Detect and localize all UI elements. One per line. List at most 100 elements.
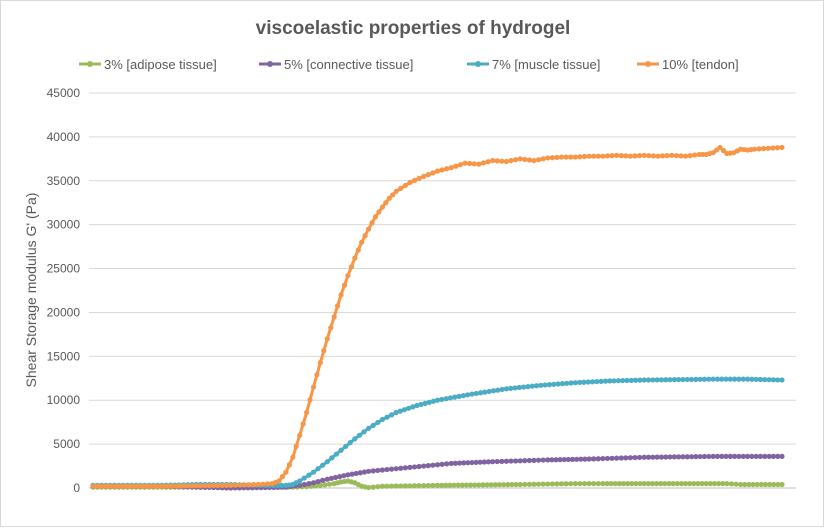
data-point — [349, 471, 355, 477]
data-point — [637, 454, 643, 461]
data-point — [133, 483, 139, 489]
data-point — [471, 161, 477, 167]
data-point — [306, 472, 312, 478]
data-point — [549, 481, 555, 487]
data-point — [386, 195, 392, 201]
data-point — [753, 453, 759, 459]
data-point — [301, 475, 307, 481]
data-point — [516, 384, 522, 391]
data-point — [615, 378, 621, 384]
data-point — [762, 453, 768, 459]
data-point — [723, 453, 729, 459]
data-point — [496, 482, 503, 488]
data-point — [384, 414, 390, 420]
data-point — [94, 483, 100, 489]
data-point — [331, 314, 337, 320]
data-point — [629, 481, 635, 487]
data-point — [353, 470, 359, 477]
data-point — [632, 153, 638, 159]
data-point — [688, 454, 695, 460]
data-point — [455, 482, 461, 488]
data-point — [682, 481, 689, 487]
data-point — [129, 483, 135, 489]
data-point — [393, 483, 399, 489]
data-point — [779, 481, 785, 488]
data-point — [577, 379, 583, 386]
data-point — [711, 481, 718, 487]
data-point — [439, 461, 445, 467]
data-point — [503, 158, 509, 165]
data-point — [771, 481, 777, 488]
data-point — [553, 457, 559, 463]
data-point — [513, 481, 519, 488]
data-point — [328, 475, 334, 481]
data-point — [750, 481, 756, 488]
data-point — [485, 459, 492, 465]
legend-marker — [475, 61, 481, 67]
data-point — [477, 459, 483, 465]
data-point — [260, 481, 266, 487]
data-point — [337, 473, 343, 480]
data-point — [710, 376, 716, 382]
data-point — [641, 454, 647, 460]
data-point — [451, 482, 457, 488]
data-point — [341, 473, 347, 479]
data-point — [477, 390, 484, 396]
data-point — [472, 482, 478, 488]
data-point — [352, 255, 358, 261]
data-point — [232, 482, 238, 488]
y-tick-label: 25000 — [47, 262, 81, 276]
data-point — [714, 453, 721, 459]
data-point — [485, 159, 491, 165]
data-point — [111, 483, 118, 489]
data-point — [540, 156, 546, 162]
data-point — [411, 177, 418, 184]
data-point — [770, 377, 776, 383]
data-point — [637, 153, 643, 159]
data-point — [366, 468, 372, 474]
data-point — [531, 157, 537, 164]
data-point — [658, 454, 665, 460]
data-point — [775, 377, 781, 383]
data-point — [614, 455, 620, 461]
data-point — [512, 385, 518, 391]
legend-marker — [645, 61, 651, 67]
data-point — [476, 482, 482, 488]
data-point — [320, 477, 326, 483]
data-point — [434, 462, 441, 468]
data-point — [707, 481, 713, 487]
data-point — [332, 474, 339, 481]
data-point — [338, 292, 344, 298]
data-point — [600, 455, 606, 462]
data-point — [361, 469, 368, 475]
data-point — [611, 378, 617, 384]
data-point — [604, 153, 611, 159]
data-point — [467, 482, 474, 488]
data-point — [430, 462, 436, 468]
series-3 — [90, 144, 785, 489]
data-point — [766, 453, 772, 459]
legend-label: 10% [tendon] — [662, 57, 739, 72]
data-point — [439, 482, 445, 488]
data-point — [719, 376, 725, 382]
data-point — [310, 480, 317, 486]
data-point — [107, 483, 113, 489]
data-point — [430, 170, 436, 176]
data-point — [356, 432, 363, 438]
data-point — [416, 483, 422, 489]
data-point — [393, 466, 399, 472]
data-point — [632, 454, 638, 461]
data-point — [749, 453, 755, 459]
data-point — [490, 157, 496, 164]
data-point — [430, 398, 436, 404]
data-point — [540, 457, 546, 463]
data-point — [604, 481, 610, 487]
data-point — [486, 388, 492, 395]
data-point — [411, 483, 418, 489]
data-point — [649, 481, 656, 487]
data-point — [770, 453, 776, 459]
data-point — [366, 484, 372, 491]
data-point — [320, 462, 326, 468]
data-point — [568, 380, 574, 386]
